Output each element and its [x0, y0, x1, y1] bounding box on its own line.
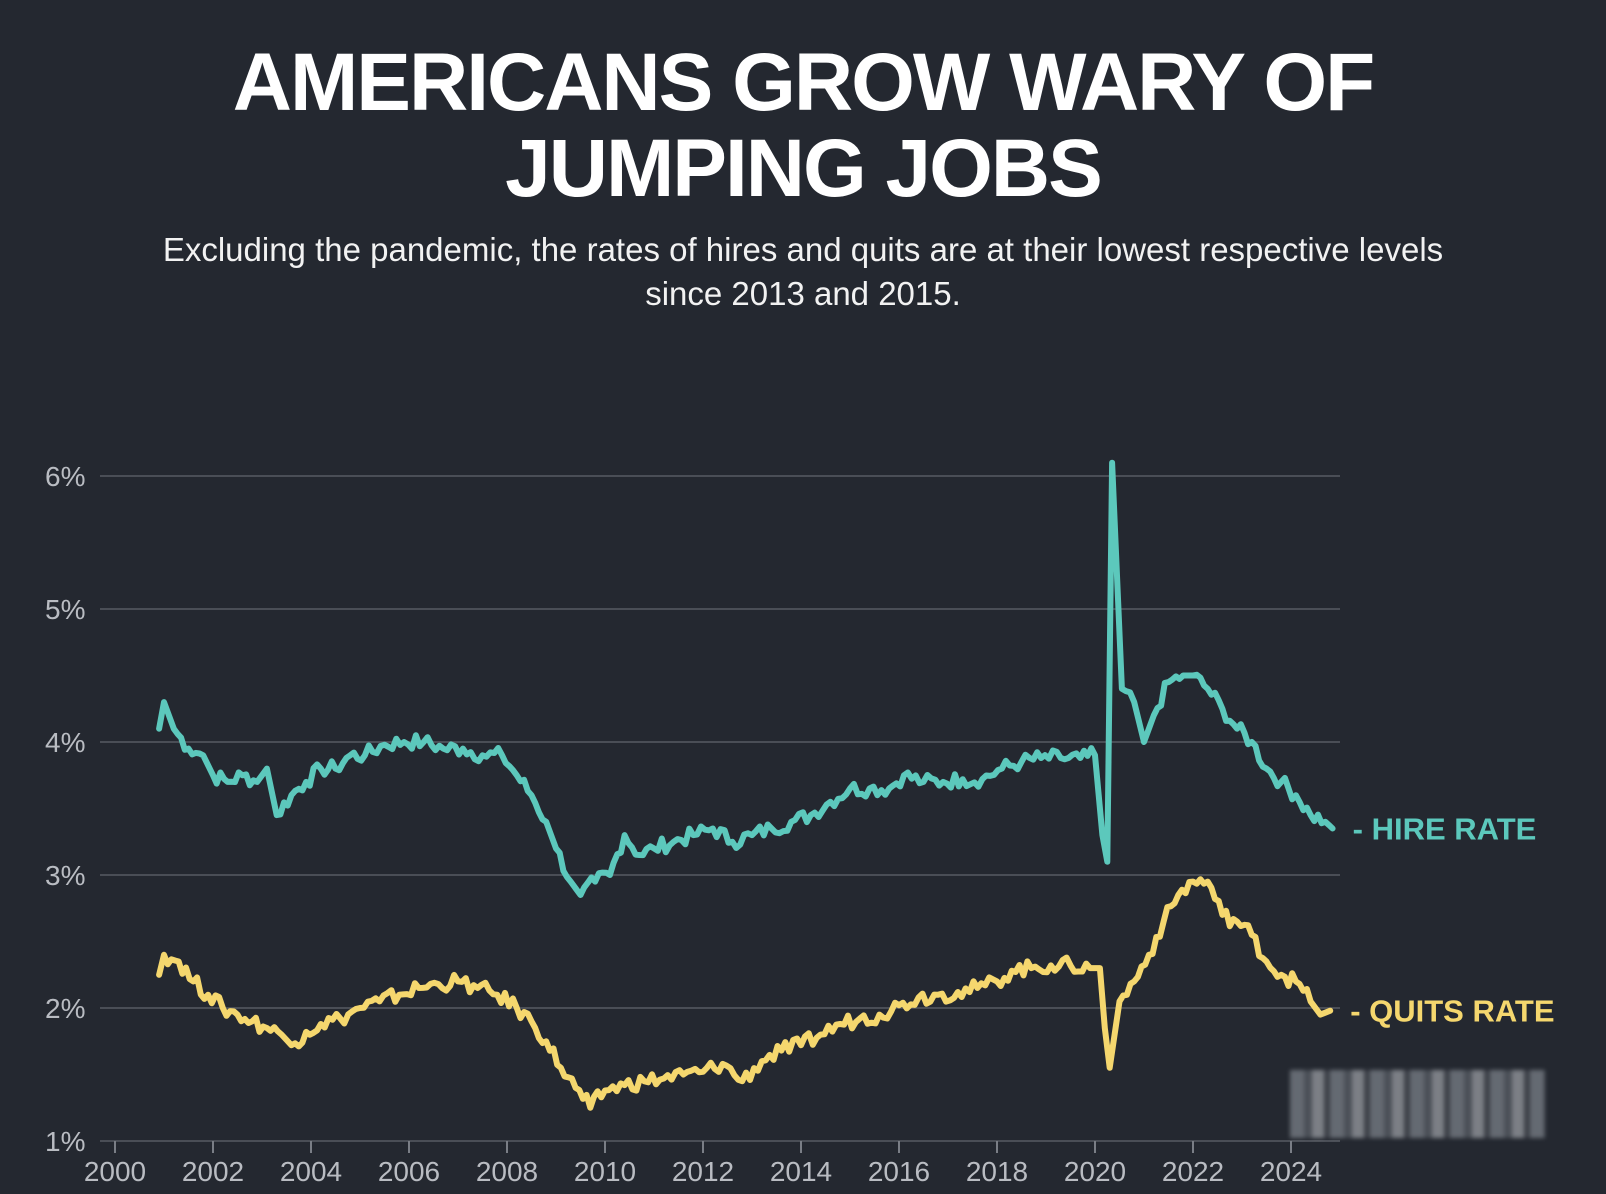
quits-rate-label: - QUITS RATE — [1350, 994, 1554, 1029]
y-tick-label: 2% — [45, 993, 85, 1024]
x-tick-label: 2024 — [1260, 1156, 1322, 1187]
x-tick-label: 2022 — [1162, 1156, 1224, 1187]
chart-subtitle-line1: Excluding the pandemic, the rates of hir… — [162, 231, 1444, 268]
chart-subtitle-line2: since 2013 and 2015. — [645, 275, 961, 312]
x-tick-label: 2010 — [574, 1156, 636, 1187]
x-tick-label: 2008 — [476, 1156, 538, 1187]
chart-subtitle: Excluding the pandemic, the rates of hir… — [60, 228, 1546, 316]
x-tick-label: 2018 — [966, 1156, 1028, 1187]
chart-title-line1: AMERICANS GROW WARY OF — [232, 37, 1375, 128]
chart-title: AMERICANS GROW WARY OF JUMPING JOBS — [0, 40, 1606, 212]
x-tick-label: 2014 — [770, 1156, 832, 1187]
watermark-logo — [1290, 1070, 1545, 1138]
y-tick-label: 6% — [45, 461, 85, 492]
x-tick-label: 2006 — [378, 1156, 440, 1187]
y-tick-label: 4% — [45, 727, 85, 758]
y-tick-label: 5% — [45, 594, 85, 625]
x-tick-label: 2000 — [84, 1156, 146, 1187]
chart-title-line2: JUMPING JOBS — [505, 123, 1103, 214]
x-tick-label: 2012 — [672, 1156, 734, 1187]
x-tick-label: 2002 — [182, 1156, 244, 1187]
x-tick-label: 2016 — [868, 1156, 930, 1187]
hire-rate-line — [156, 459, 1336, 898]
y-tick-label: 1% — [45, 1126, 85, 1157]
quits-rate-line — [156, 876, 1334, 1111]
x-tick-label: 2020 — [1064, 1156, 1126, 1187]
x-tick-label: 2004 — [280, 1156, 342, 1187]
y-tick-label: 3% — [45, 860, 85, 891]
hire-rate-label: - HIRE RATE — [1353, 811, 1537, 846]
